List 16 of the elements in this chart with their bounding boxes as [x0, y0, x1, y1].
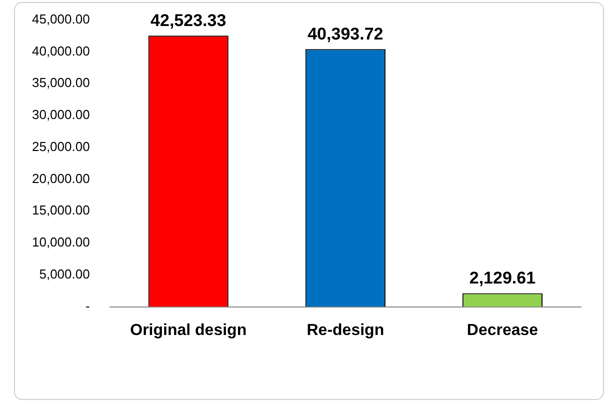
y-tick-label: 40,000.00 — [32, 43, 90, 58]
x-tick-label: Re-design — [306, 322, 384, 339]
y-tick-label: 20,000.00 — [32, 170, 90, 186]
data-label: 40,393.72 — [308, 24, 384, 44]
x-tick-label: Decrease — [466, 322, 538, 339]
y-tick-label: 45,000.00 — [32, 11, 90, 26]
y-tick-label: 5,000.00 — [39, 266, 90, 282]
y-tick-label: 10,000.00 — [32, 234, 90, 250]
data-label: 2,129.61 — [469, 268, 536, 288]
data-label: 42,523.33 — [150, 10, 226, 30]
y-tick-label: 15,000.00 — [32, 202, 90, 218]
y-tick-label: 35,000.00 — [32, 75, 90, 90]
y-tick-label: 30,000.00 — [32, 107, 90, 122]
y-tick-label: - — [85, 298, 90, 314]
y-tick-label: 25,000.00 — [32, 138, 90, 154]
x-tick-label: Original design — [130, 322, 247, 339]
